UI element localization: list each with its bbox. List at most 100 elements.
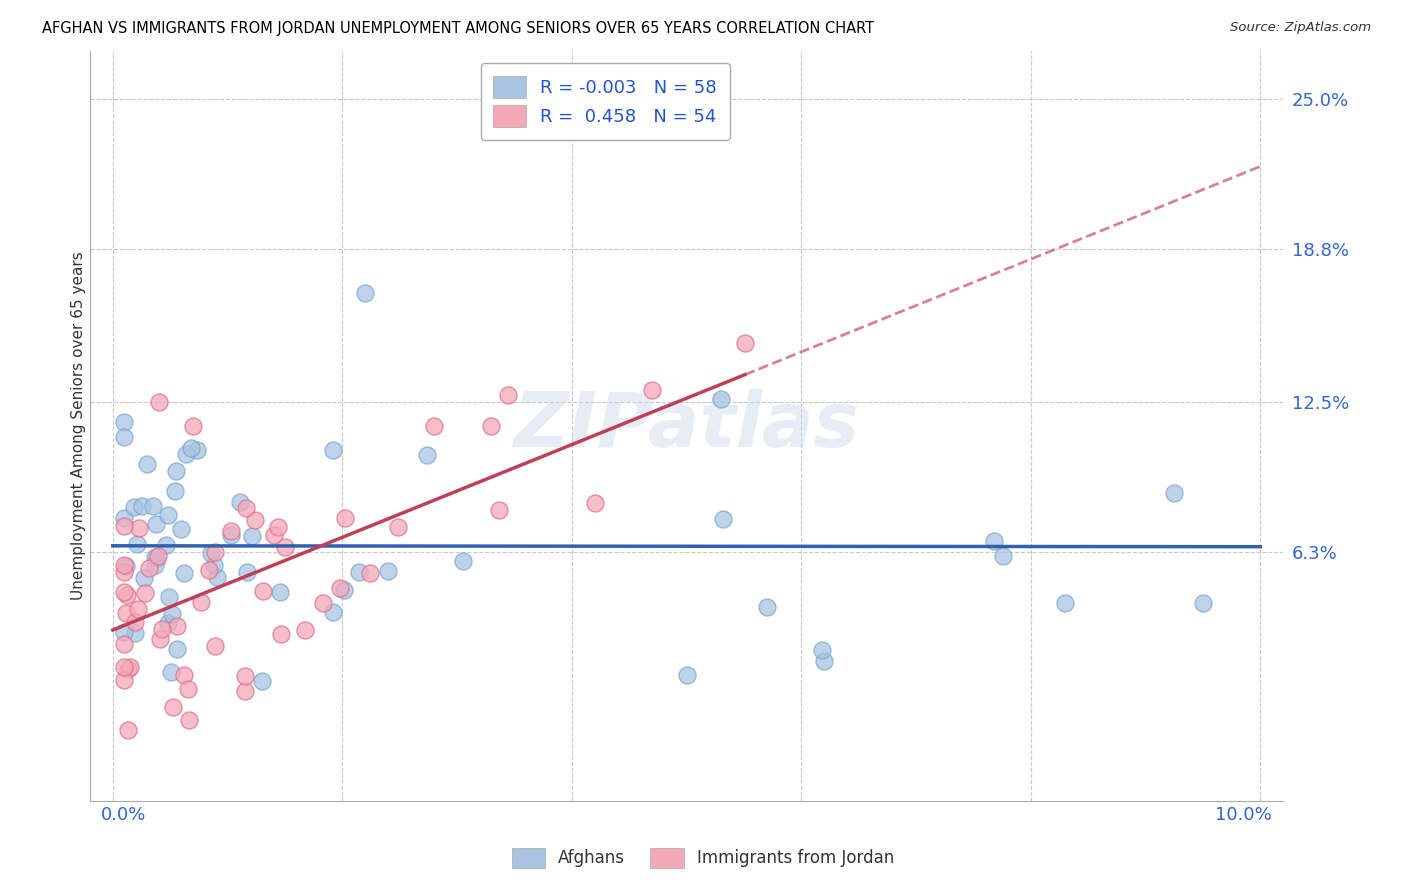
Text: 10.0%: 10.0% (1215, 805, 1272, 824)
Y-axis label: Unemployment Among Seniors over 65 years: Unemployment Among Seniors over 65 years (72, 252, 86, 600)
Text: Source: ZipAtlas.com: Source: ZipAtlas.com (1230, 21, 1371, 34)
Point (120, 659, 142, 673)
Point (163, 484, 186, 499)
Point (112, 566, 135, 580)
Point (165, 464, 187, 478)
Point (122, 500, 145, 515)
Point (496, 388, 519, 402)
Point (112, 558, 135, 573)
Point (245, 513, 267, 527)
Point (162, 607, 184, 622)
Point (157, 615, 180, 630)
Text: ZIPatlas: ZIPatlas (513, 389, 859, 463)
Legend: Afghans, Immigrants from Jordan: Afghans, Immigrants from Jordan (505, 841, 901, 875)
Point (180, 441, 202, 455)
Point (112, 624, 135, 639)
Point (132, 571, 155, 585)
Point (112, 510, 135, 524)
Point (112, 660, 135, 674)
Point (181, 418, 204, 433)
Point (423, 418, 446, 433)
Point (159, 665, 181, 680)
Point (117, 588, 139, 602)
Point (481, 418, 503, 433)
Point (112, 585, 135, 599)
Point (117, 723, 139, 737)
Point (387, 520, 409, 534)
Point (675, 668, 697, 682)
Point (200, 545, 222, 559)
Point (332, 583, 354, 598)
Point (1192, 596, 1215, 610)
Point (983, 534, 1005, 549)
Point (186, 443, 208, 458)
Text: AFGHAN VS IMMIGRANTS FROM JORDAN UNEMPLOYMENT AMONG SENIORS OVER 65 YEARS CORREL: AFGHAN VS IMMIGRANTS FROM JORDAN UNEMPLO… (42, 21, 875, 36)
Point (143, 558, 166, 572)
Point (173, 566, 195, 580)
Point (145, 516, 167, 531)
Point (162, 699, 184, 714)
Point (219, 527, 242, 541)
Point (991, 549, 1014, 563)
Legend: R = -0.003   N = 58, R =  0.458   N = 54: R = -0.003 N = 58, R = 0.458 N = 54 (481, 63, 730, 140)
Point (734, 336, 756, 351)
Point (269, 584, 291, 599)
Point (131, 500, 153, 514)
Point (377, 564, 399, 578)
Point (204, 545, 226, 559)
Point (273, 541, 295, 555)
Point (148, 394, 170, 409)
Point (359, 566, 381, 580)
Point (204, 639, 226, 653)
Point (127, 601, 149, 615)
Point (170, 522, 193, 536)
Point (157, 591, 180, 605)
Point (136, 457, 159, 471)
Point (115, 559, 138, 574)
Point (134, 586, 156, 600)
Point (155, 538, 177, 552)
Point (229, 495, 252, 509)
Point (270, 626, 292, 640)
Point (128, 521, 150, 535)
Point (236, 565, 259, 579)
Point (173, 668, 195, 682)
Point (143, 549, 166, 564)
Point (488, 503, 510, 517)
Point (177, 681, 200, 696)
Point (149, 632, 172, 646)
Point (333, 510, 356, 524)
Point (221, 524, 243, 538)
Point (267, 519, 290, 533)
Point (710, 392, 733, 406)
Point (233, 683, 256, 698)
Text: 0.0%: 0.0% (101, 805, 146, 824)
Point (125, 537, 148, 551)
Point (179, 714, 201, 728)
Point (112, 518, 135, 533)
Point (202, 558, 225, 572)
Point (294, 623, 316, 637)
Point (252, 673, 274, 688)
Point (235, 500, 257, 515)
Point (112, 429, 135, 443)
Point (233, 669, 256, 683)
Point (205, 570, 228, 584)
Point (416, 448, 439, 462)
Point (711, 512, 734, 526)
Point (112, 673, 135, 688)
Point (197, 563, 219, 577)
Point (329, 581, 352, 595)
Point (252, 584, 274, 599)
Point (166, 618, 188, 632)
Point (124, 625, 146, 640)
Point (150, 622, 173, 636)
Point (813, 654, 835, 668)
Point (641, 383, 664, 397)
Point (166, 642, 188, 657)
Point (174, 447, 197, 461)
Point (755, 600, 778, 615)
Point (124, 615, 146, 629)
Point (811, 642, 834, 657)
Point (190, 595, 212, 609)
